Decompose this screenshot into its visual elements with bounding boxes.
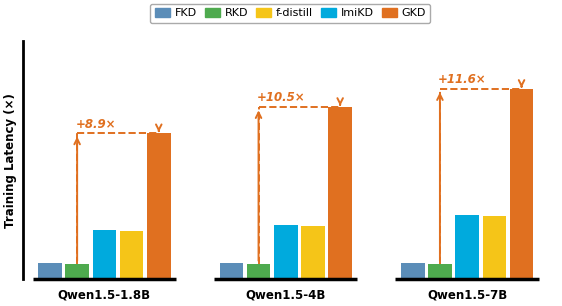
Bar: [38, 263, 62, 279]
Bar: [483, 216, 506, 279]
Bar: [65, 264, 89, 279]
Text: +10.5×: +10.5×: [257, 91, 305, 104]
Legend: FKD, RKD, f-distill, ImiKD, GKD: FKD, RKD, f-distill, ImiKD, GKD: [150, 4, 430, 23]
Bar: [247, 264, 270, 279]
Bar: [401, 263, 424, 279]
Bar: [220, 263, 243, 279]
Text: +8.9×: +8.9×: [75, 118, 116, 131]
Bar: [93, 230, 116, 279]
Bar: [120, 231, 143, 279]
Bar: [510, 89, 533, 279]
Y-axis label: Training Latency (×): Training Latency (×): [4, 93, 17, 227]
Bar: [428, 264, 452, 279]
Bar: [274, 225, 297, 279]
Bar: [301, 226, 325, 279]
Bar: [328, 107, 352, 279]
Bar: [455, 215, 479, 279]
Text: +11.6×: +11.6×: [438, 73, 487, 86]
Bar: [147, 133, 170, 279]
